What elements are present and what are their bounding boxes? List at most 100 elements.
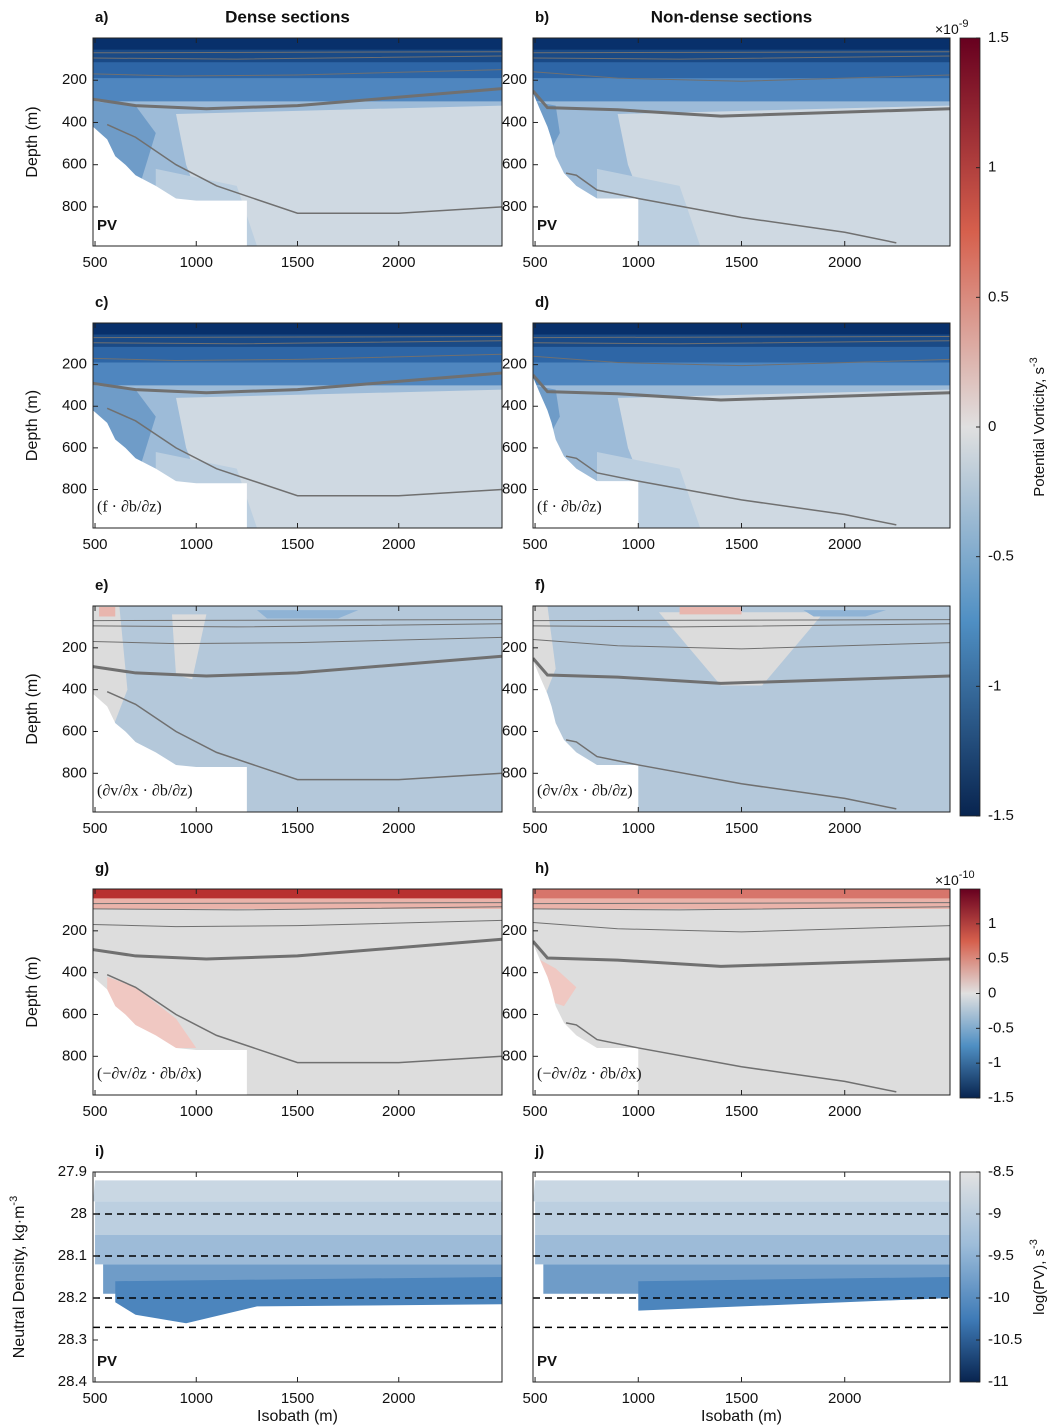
x-axis-label: Isobath (m) xyxy=(701,1408,782,1425)
colorbar-tick-label: 1.5 xyxy=(988,29,1009,46)
contour-field xyxy=(533,38,950,246)
x-tick-label: 2000 xyxy=(382,1103,415,1120)
y-axis-label: Depth (m) xyxy=(24,106,41,177)
contour-line xyxy=(565,455,897,526)
colorbar-multiplier: ×10-9 xyxy=(935,18,969,37)
y-tick-label: 200 xyxy=(62,356,87,373)
panel-annotation: (f · ∂b/∂z) xyxy=(97,499,162,516)
label-text: Potential Vorticity, s xyxy=(1031,367,1048,497)
contour-fill xyxy=(617,389,950,528)
colorbar-tick-label: -0.5 xyxy=(988,548,1014,565)
x-tick-label: 1000 xyxy=(622,1103,655,1120)
y-tick-label: 600 xyxy=(502,722,527,739)
contour-fill xyxy=(99,607,116,617)
contour-fill xyxy=(533,48,950,63)
contour-line xyxy=(533,71,950,82)
column-title: Non-dense sections xyxy=(651,7,813,26)
contour-fill xyxy=(95,1235,502,1265)
contour-fill xyxy=(533,889,950,1095)
label-text: Depth (m) xyxy=(24,390,41,461)
contour-fill xyxy=(533,61,950,79)
x-tick-label: 2000 xyxy=(382,254,415,271)
contour-line xyxy=(93,371,502,395)
contour-line xyxy=(533,355,950,367)
label-exponent: -3 xyxy=(1028,1239,1040,1249)
contour-line xyxy=(93,636,502,645)
colorbar-tick-label: -1 xyxy=(988,677,1001,694)
x-tick-label: 500 xyxy=(523,536,548,553)
panel-annotation: (f · ∂b/∂z) xyxy=(537,499,602,516)
label-text: log(PV), s xyxy=(1031,1249,1048,1315)
colorbar-tick-label: -1.5 xyxy=(988,807,1014,824)
contour-field xyxy=(533,323,950,528)
x-tick-label: 1500 xyxy=(281,536,314,553)
contour-field xyxy=(533,889,950,1095)
contour-line xyxy=(93,336,502,339)
contour-fill xyxy=(176,389,502,528)
column-title: Dense sections xyxy=(225,7,350,26)
contour-fill xyxy=(115,1277,502,1324)
contour-line xyxy=(533,89,950,118)
contour-fill xyxy=(93,889,502,1095)
panel-annotation: PV xyxy=(537,1353,557,1370)
y-tick-label: 400 xyxy=(62,964,87,981)
x-tick-label: 1000 xyxy=(622,820,655,837)
contour-line xyxy=(106,123,502,215)
colorbar-tick-label: -1.5 xyxy=(988,1089,1014,1106)
panel-label: b) xyxy=(535,9,549,26)
contour-fill xyxy=(93,333,502,347)
colorbar-tick-label: -9 xyxy=(988,1205,1001,1222)
colorbar-tick-label: -10 xyxy=(988,1289,1010,1306)
y-tick-label: 28.2 xyxy=(58,1289,87,1306)
contour-fill xyxy=(533,76,950,102)
contour-line xyxy=(533,638,950,650)
panel-label: a) xyxy=(95,9,108,26)
panel-label: i) xyxy=(95,1143,104,1160)
y-tick-label: 200 xyxy=(62,639,87,656)
x-tick-label: 1000 xyxy=(180,1390,213,1407)
multiplier-exponent: -9 xyxy=(959,18,969,30)
y-axis-label: Depth (m) xyxy=(24,956,41,1027)
x-tick-label: 1500 xyxy=(725,1390,758,1407)
contour-line xyxy=(93,353,502,361)
label-text: Depth (m) xyxy=(24,956,41,1027)
contour-line xyxy=(93,55,502,60)
x-tick-label: 2000 xyxy=(382,1390,415,1407)
contour-fill xyxy=(93,976,247,1095)
contour-fill xyxy=(93,126,247,246)
y-tick-label: 28.4 xyxy=(58,1373,87,1390)
contour-fill xyxy=(176,105,502,246)
x-tick-label: 2000 xyxy=(828,1390,861,1407)
x-tick-label: 1000 xyxy=(180,1103,213,1120)
contour-line xyxy=(533,55,950,60)
x-tick-label: 1500 xyxy=(725,254,758,271)
y-tick-label: 200 xyxy=(502,639,527,656)
contour-fill xyxy=(93,38,502,50)
contour-fill xyxy=(638,1277,950,1311)
panel-annotation: (−∂v/∂z · ∂b/∂x) xyxy=(97,1066,202,1083)
colorbar xyxy=(959,1171,981,1383)
panel-annotation: PV xyxy=(97,217,117,234)
contour-fill xyxy=(533,660,639,812)
contour-field xyxy=(533,606,950,812)
contour-line xyxy=(533,921,950,933)
colorbar-tick-label: -8.5 xyxy=(988,1163,1014,1180)
y-tick-label: 28.1 xyxy=(58,1247,87,1264)
contour-line xyxy=(93,937,502,961)
label-exponent: -3 xyxy=(8,1196,20,1206)
contour-line xyxy=(533,336,950,339)
x-tick-label: 2000 xyxy=(828,254,861,271)
x-tick-label: 500 xyxy=(523,254,548,271)
y-tick-label: 800 xyxy=(502,1047,527,1064)
y-tick-label: 400 xyxy=(62,113,87,130)
y-tick-label: 200 xyxy=(502,71,527,88)
contour-fill xyxy=(171,614,207,680)
contour-line xyxy=(93,654,502,678)
y-tick-label: 200 xyxy=(62,922,87,939)
colorbar-label: Potential Vorticity, s-3 xyxy=(1028,357,1048,497)
y-tick-label: 800 xyxy=(62,1047,87,1064)
contour-fill xyxy=(93,48,502,63)
colorbar-tick-label: 1 xyxy=(988,159,996,176)
contour-fill xyxy=(93,360,502,386)
panel-annotation: PV xyxy=(97,1353,117,1370)
